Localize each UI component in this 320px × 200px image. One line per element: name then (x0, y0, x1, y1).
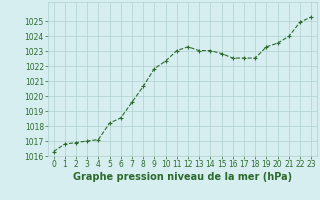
X-axis label: Graphe pression niveau de la mer (hPa): Graphe pression niveau de la mer (hPa) (73, 172, 292, 182)
